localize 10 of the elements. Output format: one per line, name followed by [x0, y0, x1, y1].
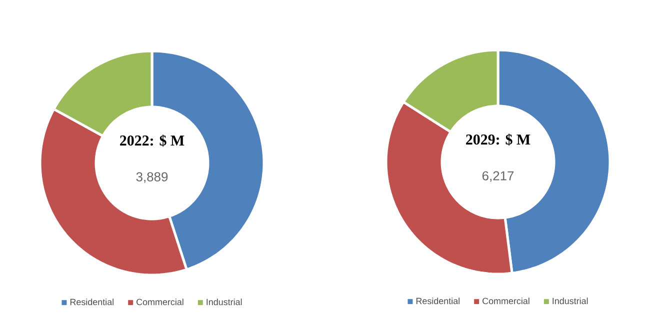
text: 3,889 [136, 172, 168, 183]
text: 2029: $ M [466, 134, 530, 146]
legend-label: Industrial [552, 298, 588, 304]
legend-label: Industrial [206, 298, 242, 306]
legend-label: Residential [70, 298, 114, 306]
legend-label: Commercial [136, 298, 184, 306]
text: 2022: $ M [120, 134, 184, 147]
text: 6,217 [482, 171, 514, 182]
legend-label: Commercial [482, 298, 530, 304]
legend-label: Residential [416, 298, 460, 304]
